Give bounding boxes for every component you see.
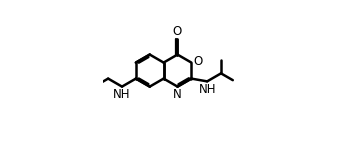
- Text: NH: NH: [113, 88, 131, 101]
- Text: O: O: [173, 25, 182, 38]
- Text: NH: NH: [199, 83, 216, 96]
- Text: O: O: [193, 55, 202, 68]
- Text: N: N: [173, 88, 182, 101]
